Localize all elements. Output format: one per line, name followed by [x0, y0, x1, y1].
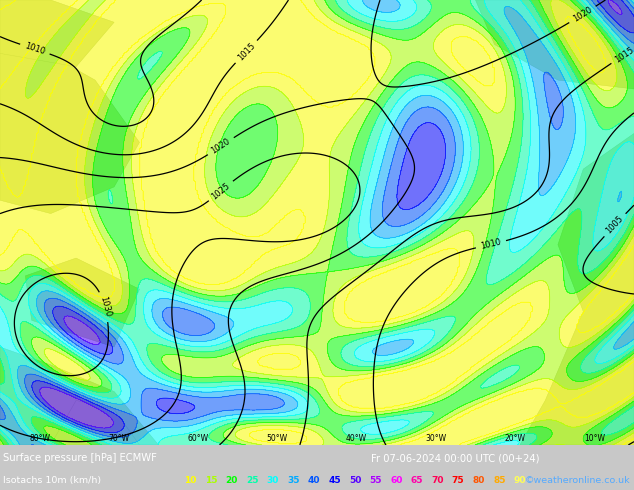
Text: 80: 80 [472, 476, 485, 486]
Text: 1010: 1010 [480, 238, 502, 251]
Text: 1020: 1020 [571, 5, 594, 24]
Text: 1010: 1010 [23, 42, 46, 57]
Text: 70°W: 70°W [108, 434, 129, 442]
Text: 25: 25 [246, 476, 258, 486]
Polygon shape [0, 22, 139, 214]
Text: 1030: 1030 [98, 295, 112, 318]
Text: 1020: 1020 [210, 137, 232, 156]
Text: 1015: 1015 [613, 45, 634, 64]
Text: 45: 45 [328, 476, 340, 486]
Text: 10°W: 10°W [584, 434, 605, 442]
Text: 70: 70 [431, 476, 444, 486]
Text: 1025: 1025 [210, 181, 232, 201]
Polygon shape [25, 258, 139, 347]
Polygon shape [0, 0, 114, 67]
Text: Surface pressure [hPa] ECMWF: Surface pressure [hPa] ECMWF [3, 453, 157, 463]
Text: 90: 90 [514, 476, 526, 486]
Text: 85: 85 [493, 476, 505, 486]
Text: 50°W: 50°W [267, 434, 288, 442]
Text: Fr 07-06-2024 00:00 UTC (00+24): Fr 07-06-2024 00:00 UTC (00+24) [371, 453, 540, 463]
Polygon shape [476, 0, 634, 89]
Text: Isotachs 10m (km/h): Isotachs 10m (km/h) [3, 476, 101, 486]
Text: 75: 75 [452, 476, 464, 486]
Text: 20: 20 [225, 476, 238, 486]
Text: 30: 30 [266, 476, 279, 486]
Polygon shape [0, 0, 634, 445]
Text: 30°W: 30°W [425, 434, 446, 442]
Text: 1005: 1005 [604, 214, 625, 236]
Text: 40°W: 40°W [346, 434, 367, 442]
Text: 55: 55 [370, 476, 382, 486]
Text: 15: 15 [205, 476, 217, 486]
Text: 60: 60 [390, 476, 403, 486]
Text: 65: 65 [411, 476, 423, 486]
Text: 10: 10 [184, 476, 197, 486]
Text: 20°W: 20°W [505, 434, 526, 442]
Polygon shape [520, 133, 634, 445]
Text: 1015: 1015 [236, 41, 257, 62]
Text: ©weatheronline.co.uk: ©weatheronline.co.uk [525, 476, 631, 486]
Text: 60°W: 60°W [188, 434, 209, 442]
Text: 35: 35 [287, 476, 299, 486]
Text: 50: 50 [349, 476, 361, 486]
Polygon shape [0, 347, 158, 445]
Polygon shape [51, 400, 139, 445]
Text: 80°W: 80°W [29, 434, 50, 442]
Text: 40: 40 [307, 476, 320, 486]
